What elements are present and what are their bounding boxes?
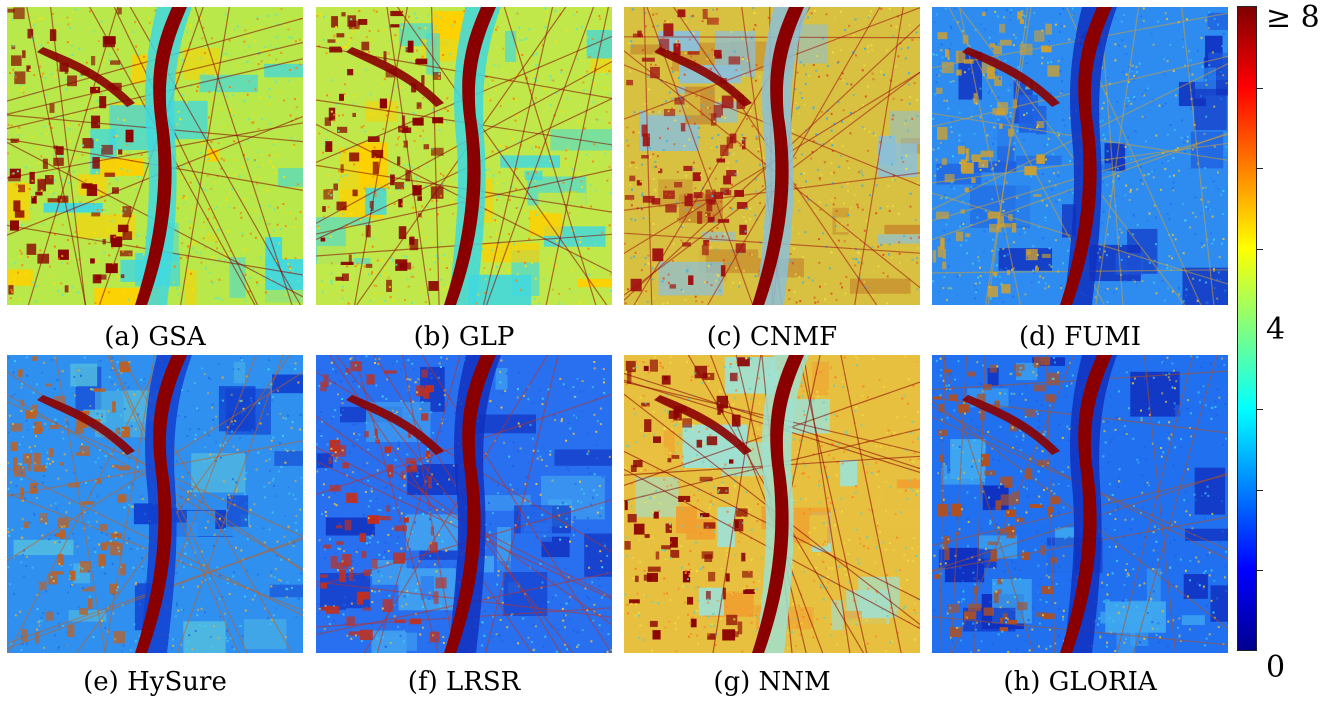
error-map-glp — [316, 7, 612, 305]
error-map-nnm — [624, 355, 920, 653]
error-map-lrsr — [316, 355, 612, 653]
error-map-cnmf — [624, 7, 920, 305]
colorbar-mid-label: 4 — [1266, 312, 1286, 347]
caption-nnm: (g) NNM — [713, 667, 831, 697]
caption-gsa: (a) GSA — [104, 322, 206, 352]
error-map-fumi — [932, 7, 1228, 305]
error-map-gloria — [932, 355, 1228, 653]
colorbar — [1237, 6, 1257, 651]
caption-glp: (b) GLP — [413, 322, 515, 352]
caption-fumi: (d) FUMI — [1018, 322, 1142, 352]
error-map-gsa — [7, 7, 303, 305]
colorbar-min-label: 0 — [1266, 650, 1286, 685]
colorbar-max-label: ≥ 8 — [1266, 0, 1320, 35]
caption-gloria: (h) GLORIA — [1003, 667, 1157, 697]
caption-cnmf: (c) CNMF — [706, 322, 838, 352]
caption-hysure: (e) HySure — [83, 667, 227, 697]
error-map-hysure — [7, 355, 303, 653]
caption-lrsr: (f) LRSR — [407, 667, 521, 697]
